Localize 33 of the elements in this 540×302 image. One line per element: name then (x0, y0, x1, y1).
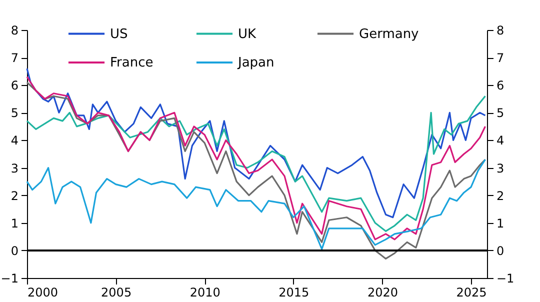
y2-tick-label: 0 (496, 244, 504, 258)
x-tick-label: 2010 (190, 286, 220, 300)
y-tick-label: 6 (10, 78, 18, 93)
y2-tick-label: 6 (496, 78, 504, 93)
y2-tick-label: 8 (496, 24, 504, 38)
y2-tick-label: 3 (496, 161, 504, 176)
x-tick-label: 2005 (101, 286, 132, 300)
legend-label: UK (238, 26, 257, 42)
y-tick-label: 0 (10, 244, 18, 258)
line-series (26, 68, 486, 218)
legend-label: Germany (359, 26, 420, 42)
y-tick-label: 7 (10, 51, 18, 66)
y2-tick-label: −1 (496, 272, 514, 286)
legend-label: US (110, 26, 128, 42)
y-tick-label: 4 (10, 134, 18, 148)
y-tick-label: 1 (10, 216, 18, 230)
y2-tick-label: 1 (496, 216, 504, 230)
y2-tick-label: 7 (496, 51, 504, 66)
y-tick-label: 8 (10, 24, 18, 38)
y-tick-label: 2 (10, 188, 18, 203)
y-tick-label: 3 (10, 161, 18, 176)
legend-label: France (110, 56, 154, 70)
y2-tick-label: 5 (496, 106, 504, 120)
x-tick-label: 2020 (367, 286, 398, 300)
legend-label: Japan (237, 56, 274, 70)
line-series (26, 95, 486, 232)
y-tick-label: −1 (0, 272, 18, 286)
x-tick-label: 2025 (456, 286, 487, 300)
y2-tick-label: 2 (496, 188, 504, 203)
y2-tick-label: 4 (496, 134, 504, 148)
x-tick-label: 2000 (28, 286, 58, 300)
x-tick-label: 2015 (278, 286, 310, 300)
y-tick-label: 5 (10, 106, 18, 120)
